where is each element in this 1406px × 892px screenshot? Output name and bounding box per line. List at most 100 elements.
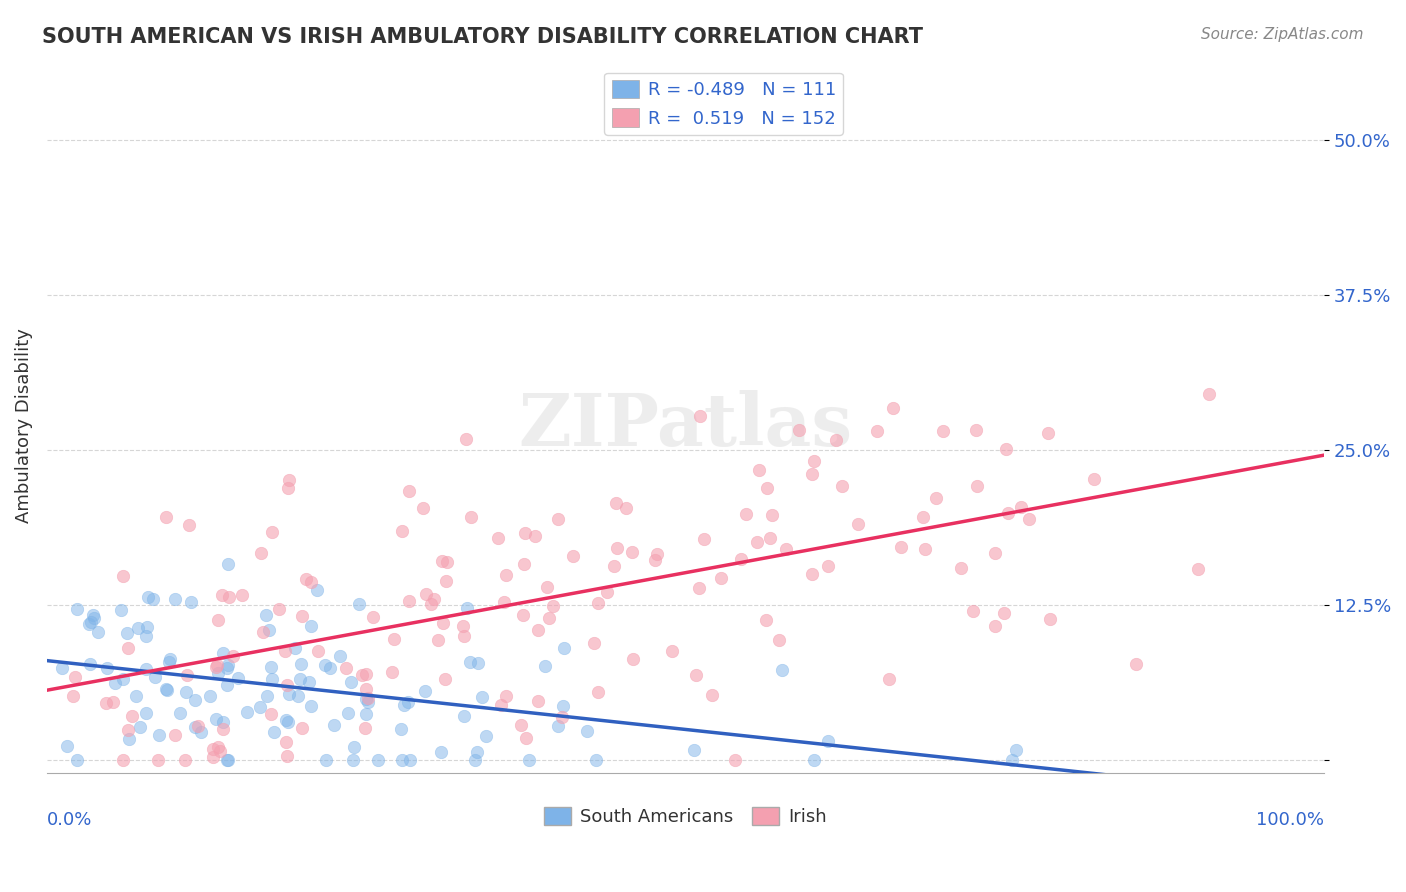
Point — [621, 544, 644, 558]
Point — [846, 516, 869, 531]
Point — [291, 721, 314, 735]
Point — [381, 665, 404, 679]
Point — [218, 591, 240, 605]
Point — [688, 581, 710, 595]
Point — [547, 719, 569, 733]
Point — [534, 659, 557, 673]
Point — [276, 713, 298, 727]
Point — [66, 753, 89, 767]
Point — [432, 615, 454, 630]
Point — [211, 588, 233, 602]
Point — [135, 629, 157, 643]
Point — [398, 483, 420, 498]
Point — [984, 546, 1007, 560]
Point — [456, 601, 478, 615]
Point — [276, 748, 298, 763]
Point — [621, 652, 644, 666]
Point — [62, 689, 84, 703]
Point — [866, 424, 889, 438]
Point — [205, 657, 228, 672]
Point — [79, 616, 101, 631]
Point — [127, 621, 149, 635]
Point — [165, 592, 187, 607]
Point — [284, 640, 307, 655]
Point — [66, 601, 89, 615]
Point — [176, 668, 198, 682]
Point — [342, 753, 364, 767]
Point — [614, 500, 637, 515]
Point — [392, 698, 415, 712]
Point — [277, 473, 299, 487]
Point — [211, 714, 233, 729]
Point — [361, 610, 384, 624]
Point — [467, 745, 489, 759]
Point — [755, 613, 778, 627]
Point — [135, 662, 157, 676]
Point — [314, 657, 336, 672]
Point — [118, 731, 141, 746]
Point — [143, 670, 166, 684]
Point — [458, 655, 481, 669]
Point — [294, 572, 316, 586]
Point — [136, 591, 159, 605]
Point — [231, 588, 253, 602]
Point — [551, 710, 574, 724]
Point — [180, 595, 202, 609]
Point — [256, 689, 278, 703]
Point — [1018, 512, 1040, 526]
Point — [176, 685, 198, 699]
Point — [159, 652, 181, 666]
Point — [575, 723, 598, 738]
Point — [586, 685, 609, 699]
Point — [211, 723, 233, 737]
Point — [111, 753, 134, 767]
Point — [217, 753, 239, 767]
Point — [734, 507, 756, 521]
Point — [340, 674, 363, 689]
Point — [427, 632, 450, 647]
Point — [204, 659, 226, 673]
Point — [389, 723, 412, 737]
Point — [562, 549, 585, 563]
Point — [96, 661, 118, 675]
Point — [350, 668, 373, 682]
Text: Source: ZipAtlas.com: Source: ZipAtlas.com — [1201, 27, 1364, 42]
Point — [644, 552, 666, 566]
Point — [187, 719, 209, 733]
Point — [510, 718, 533, 732]
Point — [357, 695, 380, 709]
Point — [451, 619, 474, 633]
Point — [768, 632, 790, 647]
Point — [184, 720, 207, 734]
Point — [190, 724, 212, 739]
Point — [299, 618, 322, 632]
Text: 100.0%: 100.0% — [1256, 811, 1324, 829]
Point — [278, 687, 301, 701]
Point — [274, 643, 297, 657]
Point — [724, 753, 747, 767]
Point — [117, 640, 139, 655]
Point — [467, 656, 489, 670]
Point — [770, 663, 793, 677]
Point — [323, 718, 346, 732]
Point — [276, 678, 298, 692]
Point — [217, 658, 239, 673]
Point — [337, 706, 360, 720]
Point — [121, 709, 143, 723]
Point — [396, 695, 419, 709]
Point — [217, 557, 239, 571]
Point — [1187, 562, 1209, 576]
Point — [319, 661, 342, 675]
Point — [174, 753, 197, 767]
Point — [354, 681, 377, 696]
Point — [962, 604, 984, 618]
Point — [817, 558, 839, 573]
Point — [202, 749, 225, 764]
Point — [398, 594, 420, 608]
Point — [287, 690, 309, 704]
Point — [354, 667, 377, 681]
Point — [817, 734, 839, 748]
Point — [96, 696, 118, 710]
Point — [471, 690, 494, 704]
Point — [208, 744, 231, 758]
